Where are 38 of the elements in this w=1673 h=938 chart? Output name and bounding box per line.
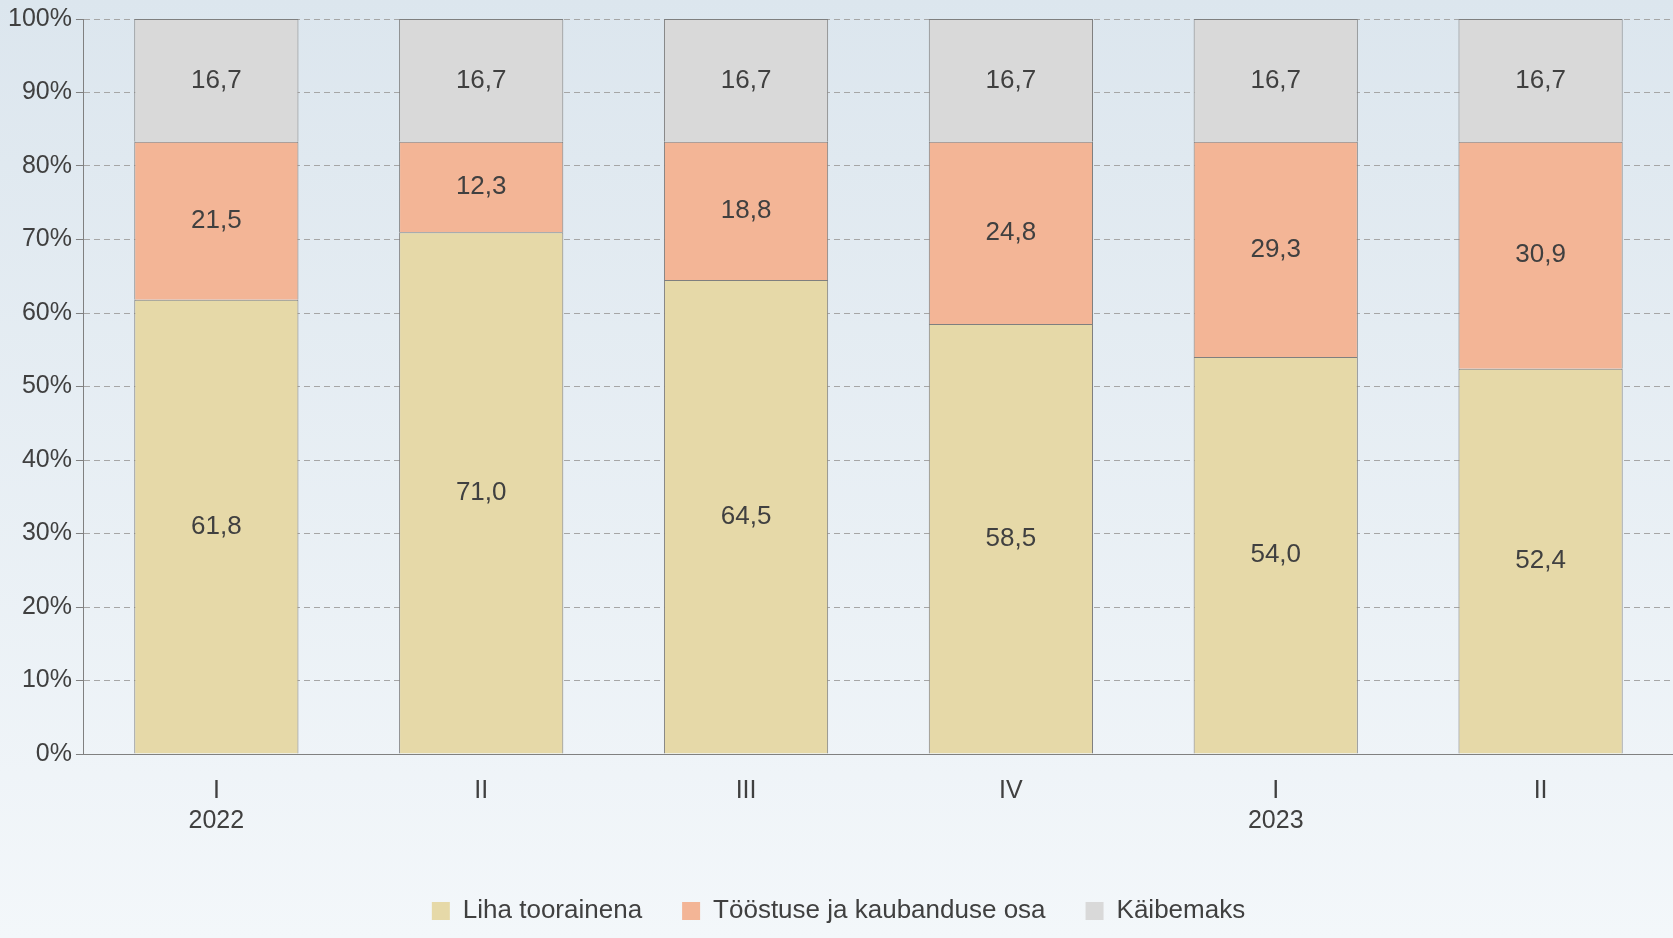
y-tick-label: 90% <box>21 76 72 105</box>
data-label: 54,0 <box>1250 538 1302 569</box>
y-tick-label: 70% <box>21 223 72 252</box>
data-label: 30,9 <box>1515 238 1566 269</box>
y-tick-label: 0% <box>35 737 72 766</box>
data-label: 16,7 <box>455 63 507 94</box>
data-label: 29,3 <box>1250 232 1302 263</box>
y-tick-label: 40% <box>21 443 72 472</box>
data-label: 61,8 <box>191 509 242 540</box>
data-label: 18,8 <box>720 194 772 225</box>
y-tick-label: 10% <box>21 664 72 693</box>
data-label: 16,7 <box>191 63 242 94</box>
data-label: 16,7 <box>1515 63 1566 94</box>
data-label: 16,7 <box>985 63 1037 94</box>
x-tick-label: I 2023 <box>1247 774 1304 833</box>
x-tick-label: IV <box>999 774 1024 803</box>
data-label: 16,7 <box>1250 63 1302 94</box>
data-label: 64,5 <box>720 499 772 530</box>
y-tick-label: 100% <box>7 2 72 31</box>
x-tick-label: I 2022 <box>188 774 245 833</box>
legend-label: Liha toorainena <box>462 894 643 925</box>
legend-label: Käibemaks <box>1116 894 1246 925</box>
x-tick-label: II <box>474 774 489 803</box>
legend-label: Tööstuse ja kaubanduse osa <box>713 894 1047 925</box>
data-label: 24,8 <box>985 216 1037 247</box>
x-tick-label: II <box>1533 774 1548 803</box>
y-tick-label: 20% <box>21 590 72 619</box>
y-tick-label: 30% <box>21 517 72 546</box>
data-label: 12,3 <box>455 170 507 201</box>
y-tick-label: 80% <box>21 149 72 178</box>
y-tick-label: 50% <box>21 370 72 399</box>
data-label: 58,5 <box>985 521 1037 552</box>
data-label: 71,0 <box>455 476 507 506</box>
data-label: 52,4 <box>1515 544 1566 575</box>
data-label: 16,7 <box>720 63 772 94</box>
x-tick-label: III <box>735 774 757 803</box>
y-tick-label: 60% <box>21 296 72 325</box>
data-label: 21,5 <box>191 203 242 234</box>
